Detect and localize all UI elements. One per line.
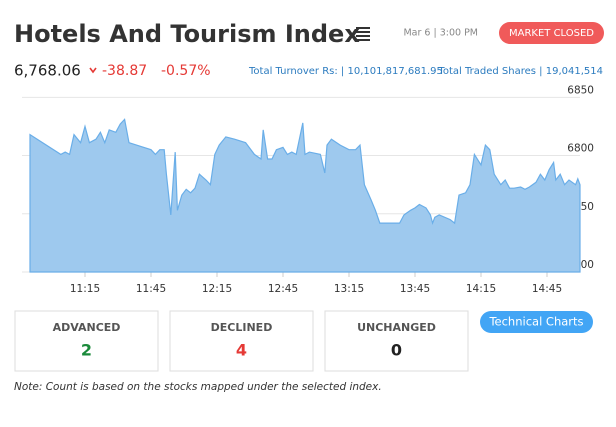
x-tick-label: 12:45 <box>268 283 298 295</box>
stat-count: 2 <box>81 341 92 360</box>
stat-label: ADVANCED <box>53 321 121 334</box>
area <box>29 118 581 273</box>
title: Hotels And Tourism Index <box>14 20 360 48</box>
y-tick-label: 6850 <box>567 84 594 96</box>
turnover: Total Turnover Rs: | 10,101,817,681.95 <box>248 66 443 77</box>
stat-box <box>14 310 159 372</box>
shares-value: 19,041,514 <box>546 66 603 77</box>
turnover-value: 10,101,817,681.95 <box>347 66 442 77</box>
stat-box <box>169 310 314 372</box>
shares-label: Total Traded Shares | <box>437 66 542 77</box>
stat-label: DECLINED <box>211 321 273 334</box>
stat-boxes: ADVANCED DECLINED UNCHANGED 2 4 0 <box>14 310 469 372</box>
x-tick-label: 11:15 <box>70 283 100 295</box>
down-caret <box>89 67 97 74</box>
menu-icon[interactable] <box>356 27 370 41</box>
x-tick-label: 13:15 <box>334 283 364 295</box>
turnover-label: Total Turnover Rs: | <box>248 66 344 77</box>
x-tick-label: 12:15 <box>202 283 232 295</box>
x-tick-label: 14:45 <box>532 283 562 295</box>
technical-charts-button[interactable]: Technical Charts <box>480 311 593 333</box>
index-value: 6,768.06 <box>14 62 81 80</box>
change: -38.87 <box>102 63 147 79</box>
note: Note: Count is based on the stocks mappe… <box>14 381 382 393</box>
shares: Total Traded Shares | 19,041,514 <box>437 66 603 77</box>
x-tick-label: 13:45 <box>400 283 430 295</box>
y-tick-label: 6800 <box>567 143 594 155</box>
button-label[interactable]: Technical Charts <box>488 315 583 329</box>
status-badge <box>499 22 604 44</box>
stat-count: 0 <box>391 341 402 360</box>
stat-count: 4 <box>236 341 247 360</box>
x-tick-label: 14:15 <box>466 283 496 295</box>
x-tick-label: 11:45 <box>136 283 166 295</box>
stat-label: UNCHANGED <box>357 321 436 334</box>
timestamp: Mar 6 | 3:00 PM <box>403 28 478 39</box>
stat-box <box>324 310 469 372</box>
status: MARKET CLOSED <box>509 28 594 39</box>
button-bg[interactable] <box>480 311 593 333</box>
percent: -0.57% <box>161 63 211 79</box>
